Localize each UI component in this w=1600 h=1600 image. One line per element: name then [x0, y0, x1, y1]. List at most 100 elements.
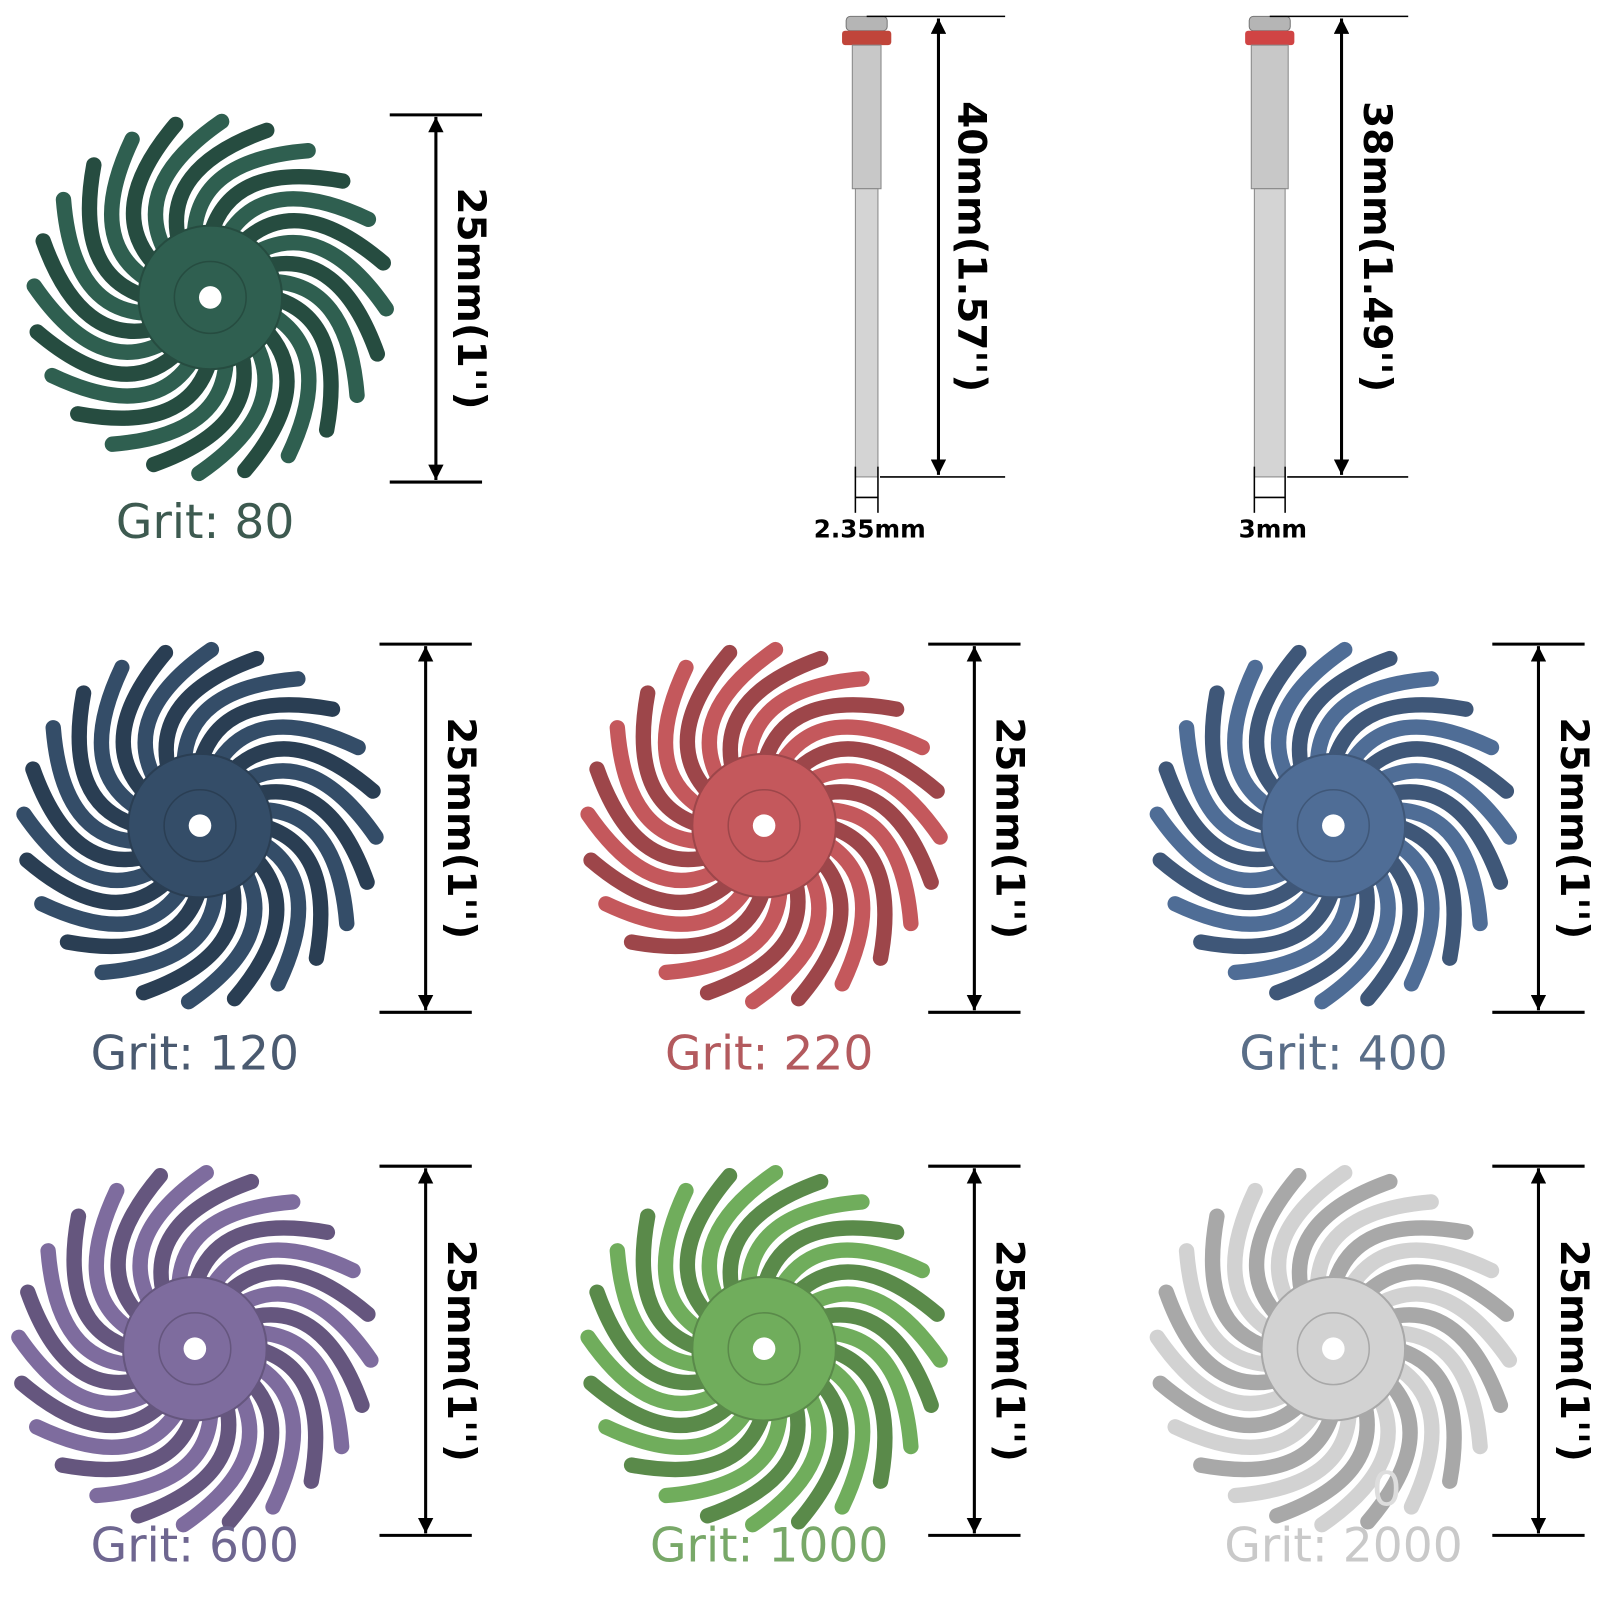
bristle: [230, 1286, 379, 1368]
bristle: [153, 1173, 260, 1304]
hole: [752, 1337, 776, 1360]
bristle: [817, 1341, 893, 1489]
bristle: [1309, 671, 1439, 774]
shaft: [1253, 188, 1286, 478]
bristle: [115, 644, 174, 803]
bristle: [255, 255, 386, 362]
size-label: 25mm(1''): [1551, 1240, 1596, 1462]
bristle: [1385, 833, 1440, 992]
bristle: [44, 349, 203, 404]
bristle: [217, 1264, 376, 1322]
bristle: [657, 659, 713, 818]
bristle: [223, 741, 381, 799]
bristle: [756, 1220, 905, 1295]
bristle: [1356, 741, 1515, 799]
bristle: [262, 273, 365, 403]
bristle: [790, 848, 849, 1007]
hub-ring: [163, 788, 237, 863]
bristle: [745, 1384, 827, 1533]
bristle: [1341, 719, 1500, 774]
bristle: [203, 1242, 361, 1297]
bristle: [589, 1284, 719, 1391]
bristle: [772, 719, 930, 774]
bristle: [1152, 852, 1311, 911]
bristle: [609, 720, 713, 850]
bristle: [132, 1165, 214, 1313]
bristle: [1369, 763, 1518, 845]
bristle: [146, 343, 252, 473]
bristle: [1341, 1242, 1500, 1297]
bristle: [208, 719, 366, 774]
bristle: [137, 641, 220, 790]
bristle: [1178, 720, 1282, 850]
bristle: [55, 191, 159, 322]
bristle: [1385, 1325, 1488, 1455]
bristle: [1314, 1384, 1396, 1533]
bristle: [262, 305, 317, 464]
hub-ring: [1296, 1312, 1370, 1386]
bristle: [45, 720, 149, 850]
hub-ring: [1296, 788, 1370, 863]
bristle: [246, 1325, 350, 1455]
hub-ring: [727, 1312, 801, 1386]
shaft: [854, 188, 879, 478]
bristle: [1149, 1329, 1298, 1412]
bristle: [722, 650, 829, 780]
bristle: [147, 113, 230, 262]
bristle: [1270, 641, 1353, 790]
hole: [1322, 814, 1345, 837]
bristle: [815, 1325, 919, 1455]
length-label: 40mm(1.57''): [949, 101, 994, 392]
bristle: [1248, 644, 1307, 803]
bristle: [809, 1307, 939, 1413]
bristle: [1204, 685, 1280, 834]
collar: [1250, 44, 1289, 190]
bristle: [679, 644, 738, 803]
bristle: [657, 1182, 713, 1341]
bristle: [701, 1165, 784, 1313]
length-label: 38mm(1.49''): [1354, 101, 1399, 392]
bristle: [104, 349, 234, 452]
bristle: [583, 852, 742, 911]
bristle: [1325, 1220, 1474, 1295]
bristle: [158, 650, 265, 780]
grit-label: Grit: 2000: [1224, 1519, 1462, 1574]
bristle: [635, 1208, 711, 1357]
bristle: [245, 784, 375, 890]
bristle: [29, 324, 188, 382]
bristle: [1291, 1173, 1398, 1304]
radial-brush: [26, 113, 394, 482]
bristle: [264, 289, 339, 438]
bristle: [40, 1243, 144, 1373]
bristle: [89, 1400, 219, 1504]
grit-label: Grit: 1000: [650, 1519, 888, 1574]
bristle: [103, 131, 159, 290]
radial-brush: [16, 641, 384, 1010]
bristle: [175, 1384, 258, 1533]
bristle: [130, 1394, 237, 1524]
bristle: [756, 697, 905, 772]
bristle: [1356, 1264, 1515, 1322]
screw-head: [1248, 15, 1291, 32]
bristle: [701, 641, 784, 790]
bristle: [235, 763, 384, 845]
bristle: [81, 157, 157, 306]
bristle: [192, 697, 341, 772]
bristle: [1248, 1168, 1307, 1326]
bristle: [1149, 806, 1298, 889]
bristle: [135, 871, 242, 1001]
bristle: [29, 1400, 187, 1455]
bristle: [26, 278, 175, 360]
bristle: [623, 879, 772, 955]
bristle: [16, 806, 165, 889]
bristle: [583, 1375, 742, 1434]
bristle: [253, 817, 329, 966]
bristle: [54, 1402, 203, 1478]
bristle: [1227, 877, 1357, 981]
bristle: [1269, 871, 1375, 1001]
bristle: [722, 1173, 829, 1304]
bristle: [1158, 761, 1288, 868]
bristle: [237, 320, 295, 479]
bristle: [745, 861, 827, 1010]
